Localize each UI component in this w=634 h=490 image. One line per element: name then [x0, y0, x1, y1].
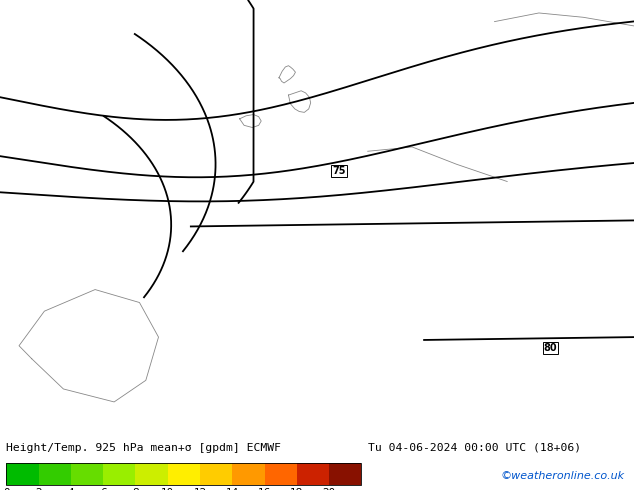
Text: 16: 16: [258, 488, 271, 490]
Bar: [297, 464, 329, 486]
Text: Height/Temp. 925 hPa mean+σ [gpdm] ECMWF: Height/Temp. 925 hPa mean+σ [gpdm] ECMWF: [6, 442, 281, 453]
Bar: [103, 464, 136, 486]
Text: 18: 18: [290, 488, 304, 490]
Text: 75: 75: [332, 166, 346, 176]
Bar: [200, 464, 232, 486]
Bar: [71, 464, 103, 486]
Text: ©weatheronline.co.uk: ©weatheronline.co.uk: [500, 470, 624, 481]
Text: Tu 04-06-2024 00:00 UTC (18+06): Tu 04-06-2024 00:00 UTC (18+06): [368, 442, 581, 453]
Text: 0: 0: [3, 488, 10, 490]
Bar: [232, 464, 264, 486]
Bar: [6, 464, 39, 486]
Text: 6: 6: [100, 488, 107, 490]
Text: 20: 20: [323, 488, 335, 490]
Bar: [264, 464, 297, 486]
Text: 10: 10: [161, 488, 174, 490]
Text: 80: 80: [543, 343, 557, 353]
Bar: [6, 464, 361, 486]
Text: 8: 8: [132, 488, 139, 490]
Bar: [168, 464, 200, 486]
Text: 4: 4: [68, 488, 74, 490]
Bar: [39, 464, 71, 486]
Text: 14: 14: [226, 488, 239, 490]
Text: 12: 12: [193, 488, 207, 490]
Text: 2: 2: [36, 488, 42, 490]
Bar: [329, 464, 361, 486]
Bar: [136, 464, 168, 486]
